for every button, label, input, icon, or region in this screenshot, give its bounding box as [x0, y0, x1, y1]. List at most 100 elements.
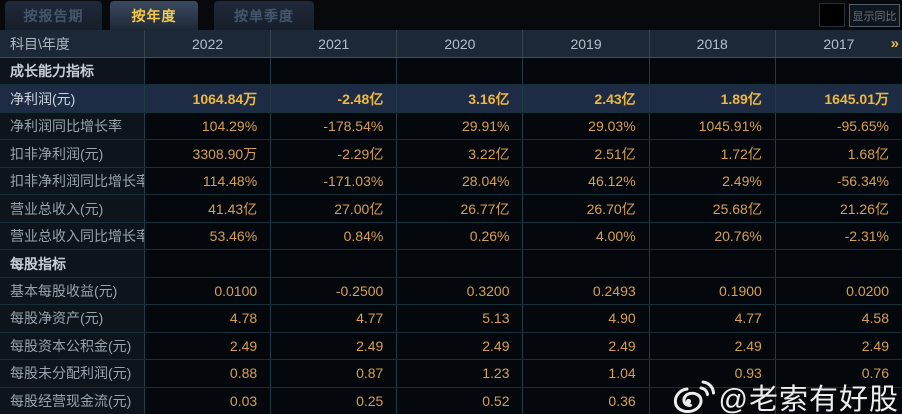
table-row[interactable]: 每股指标	[0, 250, 902, 278]
row-value	[776, 388, 902, 414]
row-value: 2.43亿	[523, 85, 650, 112]
header-year-2019: 2019	[523, 30, 650, 57]
tab-by-report-period[interactable]: 按报告期	[5, 1, 102, 30]
row-value: 4.78	[145, 305, 272, 332]
row-value: 4.77	[650, 305, 776, 332]
row-value	[776, 58, 902, 84]
tab-by-quarter[interactable]: 按单季度	[214, 1, 314, 30]
table-row[interactable]: 基本每股收益(元) 0.0100 -0.2500 0.3200 0.2493 0…	[0, 277, 902, 306]
row-value: -171.03%	[271, 167, 398, 195]
row-value: 0.26%	[397, 222, 524, 250]
row-value: 0.76	[861, 365, 889, 382]
row-value: 41.43亿	[145, 195, 272, 222]
more-years-arrow-icon[interactable]: »	[890, 35, 899, 52]
row-label: 净利润同比增长率	[0, 112, 145, 140]
tab-label: 按单季度	[234, 7, 294, 24]
table-row[interactable]: 净利润同比增长率 104.29% -178.54% 29.91% 29.03% …	[0, 112, 902, 141]
row-value: 2.49	[861, 337, 889, 354]
row-value: 20.76%	[650, 222, 776, 250]
row-value: 4.00%	[523, 222, 650, 250]
table-row[interactable]: 营业总收入(元) 41.43亿 27.00亿 26.77亿 26.70亿 25.…	[0, 195, 902, 223]
row-value: 3308.90万	[145, 140, 272, 167]
row-value: 4.58	[861, 310, 889, 327]
row-value: 0.0200	[846, 282, 889, 299]
row-value: 2.51亿	[523, 140, 650, 167]
row-value: 5.13	[397, 305, 524, 332]
row-value: 0.36	[523, 387, 650, 414]
row-value	[650, 250, 776, 277]
table-body: 成长能力指标 净利润(元) 1064.84万 -2.48亿 3.16亿 2.43…	[0, 58, 902, 414]
header-year-2018: 2018	[650, 30, 776, 57]
row-value	[650, 58, 776, 85]
table-row[interactable]: 净利润(元) 1064.84万 -2.48亿 3.16亿 2.43亿 1.89亿…	[0, 85, 902, 113]
table-row[interactable]: 每股净资产(元) 4.78 4.77 5.13 4.90 4.77 4.58	[0, 305, 902, 333]
table-row[interactable]: 每股经营现金流(元) 0.03 0.25 0.52 0.36	[0, 387, 902, 414]
row-label: 净利润(元)	[0, 85, 145, 112]
row-value: -95.65%	[836, 118, 889, 135]
row-value: 2.49	[145, 332, 272, 360]
row-value: 26.77亿	[397, 195, 524, 222]
header-corner-cell: 科目\年度	[0, 30, 145, 57]
row-value: 1045.91%	[650, 112, 776, 140]
header-year-2022: 2022	[145, 30, 272, 57]
row-value: 46.12%	[523, 167, 650, 195]
row-label: 扣非净利润(元)	[0, 140, 145, 167]
row-value: -0.2500	[271, 277, 398, 305]
row-value: 29.03%	[523, 112, 650, 140]
row-label: 每股指标	[0, 250, 145, 277]
row-label: 成长能力指标	[0, 58, 145, 85]
period-tabbar: 按报告期 按年度 按单季度 显示同比	[0, 0, 902, 30]
row-value: 0.03	[145, 387, 272, 414]
table-row[interactable]: 营业总收入同比增长率 53.46% 0.84% 0.26% 4.00% 20.7…	[0, 222, 902, 251]
table-header-row: 科目\年度 2022 2021 2020 2019 2018 2017 »	[0, 30, 902, 58]
row-value: 28.04%	[397, 167, 524, 195]
header-year-2017: 2017 »	[776, 30, 902, 57]
show-yoy-button[interactable]: 显示同比	[849, 4, 900, 27]
row-value: 1064.84万	[145, 85, 272, 112]
row-value: 1.72亿	[650, 140, 776, 167]
row-value: 1645.01万	[824, 90, 889, 107]
row-value: 25.68亿	[650, 195, 776, 222]
row-value: 2.49	[523, 332, 650, 360]
row-value	[271, 58, 398, 85]
row-value: 0.84%	[271, 222, 398, 250]
row-label: 每股净资产(元)	[0, 305, 145, 332]
table-row[interactable]: 每股资本公积金(元) 2.49 2.49 2.49 2.49 2.49 2.49	[0, 332, 902, 361]
row-value: -178.54%	[271, 112, 398, 140]
header-year-2021: 2021	[271, 30, 398, 57]
header-year-2020: 2020	[397, 30, 524, 57]
row-value	[523, 250, 650, 277]
row-value: 0.88	[145, 360, 272, 387]
row-value: 2.49	[650, 332, 776, 360]
row-value: 1.23	[397, 360, 524, 387]
tab-label: 按报告期	[23, 7, 84, 24]
row-value: 0.25	[271, 387, 398, 414]
row-value: 1.04	[523, 360, 650, 387]
row-value: 1.68亿	[847, 145, 889, 162]
row-value: -2.31%	[844, 228, 889, 245]
row-value: 0.93	[650, 360, 776, 387]
row-value: 26.70亿	[523, 195, 650, 222]
table-row[interactable]: 扣非净利润(元) 3308.90万 -2.29亿 3.22亿 2.51亿 1.7…	[0, 140, 902, 168]
row-value: 0.87	[271, 360, 398, 387]
row-label: 每股经营现金流(元)	[0, 387, 145, 414]
row-value: 29.91%	[397, 112, 524, 140]
row-value	[397, 250, 524, 277]
tab-by-year[interactable]: 按年度	[110, 1, 198, 30]
row-value: 2.49	[397, 332, 524, 360]
row-value: 0.1900	[650, 277, 776, 305]
row-label: 营业总收入同比增长率	[0, 222, 145, 250]
row-value	[145, 250, 272, 277]
table-row[interactable]: 扣非净利润同比增长率 114.48% -171.03% 28.04% 46.12…	[0, 167, 902, 196]
table-row[interactable]: 成长能力指标	[0, 58, 902, 86]
row-value: -2.29亿	[271, 140, 398, 167]
row-label: 每股未分配利润(元)	[0, 360, 145, 387]
row-value: 27.00亿	[271, 195, 398, 222]
show-yoy-checkbox[interactable]	[819, 3, 845, 27]
table-row[interactable]: 每股未分配利润(元) 0.88 0.87 1.23 1.04 0.93 0.76	[0, 360, 902, 388]
row-label: 扣非净利润同比增长率	[0, 167, 145, 195]
row-label: 每股资本公积金(元)	[0, 332, 145, 360]
tab-label: 按年度	[131, 7, 177, 24]
row-value: 0.52	[397, 387, 524, 414]
